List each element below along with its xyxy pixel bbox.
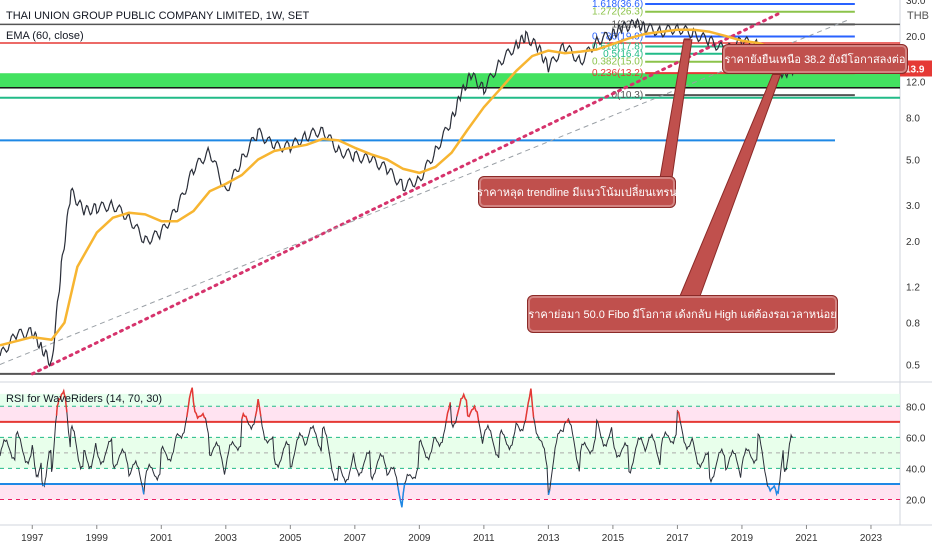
rising-trendline [30,11,783,376]
rsi-extreme-segment-0 [42,482,46,487]
rsi-extreme-segment-9 [524,388,535,421]
price-tick-7: 12.0 [906,78,926,89]
fib-label-5: 0.5(16.4) [603,49,643,60]
rsi-extreme-segment-5 [254,398,262,417]
time-tick-12: 2021 [795,533,818,544]
fib-label-7: 0.236(13.2) [592,68,643,79]
rsi-extreme-segment-1 [55,388,68,416]
annotation-text: ราคายังยืนเหนือ 38.2 ยังมีโอกาสลงต่อ [724,54,906,66]
annotation-text: ราคาย่อมา 50.0 Fibo มีโอกาส เด้งกลับ Hig… [528,309,837,321]
fib-label-1: 1.272(26.3) [592,7,643,18]
fib-label-3: 0.786(19.9) [592,32,643,43]
time-tick-9: 2015 [602,533,625,544]
rsi-series [0,387,794,508]
time-tick-4: 2005 [279,533,302,544]
rsi-overbought-zone [0,406,900,422]
rsi-extreme-segment-10 [547,489,551,496]
fib-label-0: 1.618(36.6) [592,0,643,10]
rsi-extreme-segment-6 [397,483,406,508]
rsi-extreme-segment-11 [565,418,570,423]
ema-series [0,28,791,347]
time-tick-6: 2009 [408,533,431,544]
price-tick-5: 5.0 [906,156,920,167]
time-tick-11: 2019 [731,533,754,544]
rsi-top-zone [0,393,900,407]
rsi-extreme-segment-8 [456,392,480,421]
time-tick-7: 2011 [473,533,495,544]
rsi-tick-1: 40.0 [906,464,926,475]
rsi-extreme-segment-4 [241,411,249,421]
rsi-extreme-segment-7 [445,402,452,422]
time-tick-5: 2007 [344,533,367,544]
price-tick-8: 20.0 [906,32,926,43]
fib-label-4: 0.618(17.8) [592,41,643,52]
time-tick-2: 2001 [150,533,173,544]
annotation-trendline[interactable]: ราคาหลุด trendline มีแนวโน้มเปลี่ยนเทรน [477,176,677,208]
price-tick-3: 2.0 [906,237,920,248]
rsi-tick-2: 60.0 [906,433,926,444]
price-tick-9: 30.0 [906,0,926,7]
symbol-line[interactable]: THAI UNION GROUP PUBLIC COMPANY LIMITED,… [6,10,310,22]
price-tick-2: 1.2 [906,283,920,294]
fib-label-2: 1(22.8) [611,19,643,30]
ema-label[interactable]: EMA (60, close) [6,30,84,42]
time-tick-3: 2003 [215,533,238,544]
rsi-extreme-segment-2 [141,486,145,495]
time-tick-0: 1997 [21,533,44,544]
price-badge: 13.9 [905,64,925,75]
rsi-oversold-zone [0,483,900,500]
rsi-extreme-segment-13 [767,484,780,497]
price-tick-4: 3.0 [906,201,920,212]
annotation-text: ราคาหลุด trendline มีแนวโน้มเปลี่ยนเทรน [477,187,677,199]
rsi-extreme-segment-3 [186,387,207,420]
time-tick-10: 2017 [666,533,689,544]
fib-label-6: 0.382(15.0) [592,57,643,68]
time-tick-13: 2023 [860,533,883,544]
price-badge-bg [900,60,932,77]
price-tick-0: 0.5 [906,360,920,371]
rsi-tick-0: 20.0 [906,495,926,506]
price-series [0,17,795,368]
rsi-tick-3: 80.0 [906,402,926,413]
annotation-fibo-50[interactable]: ราคาย่อมา 50.0 Fibo มีโอกาส เด้งกลับ Hig… [527,295,838,333]
price-tick-6: 8.0 [906,114,920,125]
price-tick-1: 0.8 [906,319,920,330]
rsi-label[interactable]: RSI for WaveRiders (14, 70, 30) [6,393,163,405]
rsi-extreme-segment-12 [676,410,681,421]
time-tick-8: 2013 [537,533,560,544]
support-zone-band [0,73,900,89]
fib-label-8: 0(10.3) [611,90,643,101]
currency-label: THB [907,10,929,22]
time-tick-1: 1999 [86,533,109,544]
annotation-fibo-382[interactable]: ราคายังยืนเหนือ 38.2 ยังมีโอกาสลงต่อ [722,44,908,74]
